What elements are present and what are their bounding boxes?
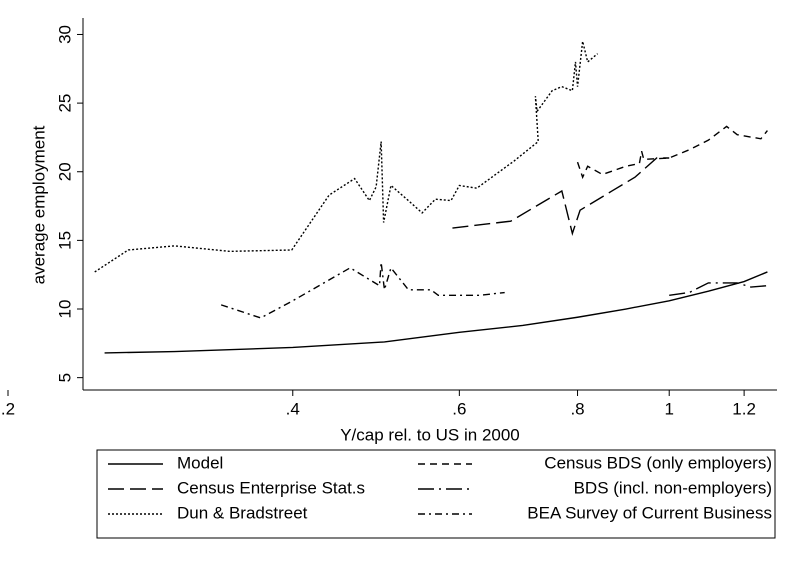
series-line	[452, 157, 670, 237]
y-tick-label: 25	[55, 94, 74, 113]
legend-label: BEA Survey of Current Business	[527, 503, 772, 522]
legend-label: Model	[177, 453, 223, 472]
x-axis-title: Y/cap rel. to US in 2000	[340, 425, 520, 444]
y-tick-label: 30	[55, 25, 74, 44]
y-tick-label: 15	[55, 231, 74, 250]
x-tick-label: .4	[286, 399, 300, 418]
y-tick-label: 10	[55, 300, 74, 319]
legend-label: Census BDS (only employers)	[544, 453, 772, 472]
y-tick-label: 5	[55, 373, 74, 382]
legend-label: Dun & Bradstreet	[177, 503, 308, 522]
series-line	[669, 282, 768, 296]
x-tick-label: 1.2	[732, 399, 756, 418]
series-line	[576, 125, 768, 180]
series-line	[220, 262, 505, 319]
x-tick-label: .8	[570, 399, 584, 418]
x-tick-label: 1	[664, 399, 673, 418]
legend-label: Census Enterprise Stat.s	[177, 478, 365, 497]
legend-label: BDS (incl. non-employers)	[574, 478, 772, 497]
series-line	[104, 271, 768, 354]
y-tick-label: 20	[55, 162, 74, 181]
x-tick-label: .6	[452, 399, 466, 418]
x-tick-label: .2	[1, 399, 15, 418]
y-axis-title: average employment	[29, 125, 48, 284]
series-line	[94, 41, 599, 273]
